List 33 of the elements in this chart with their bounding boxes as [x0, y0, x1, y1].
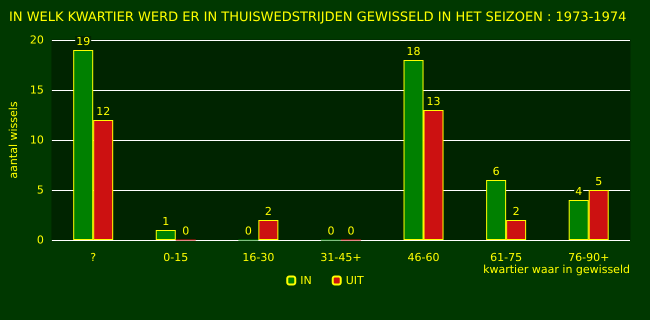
legend-label: IN [300, 274, 312, 287]
data-label: 12 [96, 105, 110, 118]
data-label: 5 [595, 175, 602, 188]
x-tick-label: 31-45+ [320, 251, 362, 264]
legend-label: UIT [346, 274, 364, 287]
data-label: 4 [575, 185, 582, 198]
bar [258, 220, 278, 240]
x-tick-label: 16-30 [242, 251, 274, 264]
chart-title: IN WELK KWARTIER WERD ER IN THUISWEDSTRIJDEN GEWISSELD IN HET SEIZOEN : 1973-1974 [9, 10, 626, 25]
data-label: 2 [264, 205, 272, 218]
x-tick-label: 61-75 [490, 251, 522, 264]
x-tick-label: ? [90, 251, 96, 264]
y-tick-label: 10 [30, 134, 44, 146]
data-label: 0 [244, 224, 252, 238]
data-label: 13 [426, 95, 441, 108]
data-label: 19 [76, 35, 90, 48]
x-axis-title: kwartier waar in gewisseld [483, 263, 630, 276]
x-tick-label: 46-60 [408, 251, 440, 264]
y-tick-label: 20 [30, 34, 44, 46]
x-tick-label: 0-15 [163, 251, 188, 264]
data-label: 2 [512, 205, 520, 218]
data-label: 18 [406, 45, 421, 58]
data-label: 1 [162, 215, 170, 228]
y-tick-label: 15 [30, 84, 44, 96]
data-label: 0 [347, 224, 354, 238]
y-axis-title: aantal wissels [7, 101, 20, 179]
data-label: 0 [182, 224, 190, 238]
bar [156, 230, 176, 240]
y-tick-label: 0 [36, 234, 44, 246]
data-label: 6 [492, 165, 500, 178]
x-tick-label: 76-90+ [568, 251, 610, 264]
data-label: 0 [327, 224, 334, 238]
y-tick-label: 5 [36, 184, 44, 196]
